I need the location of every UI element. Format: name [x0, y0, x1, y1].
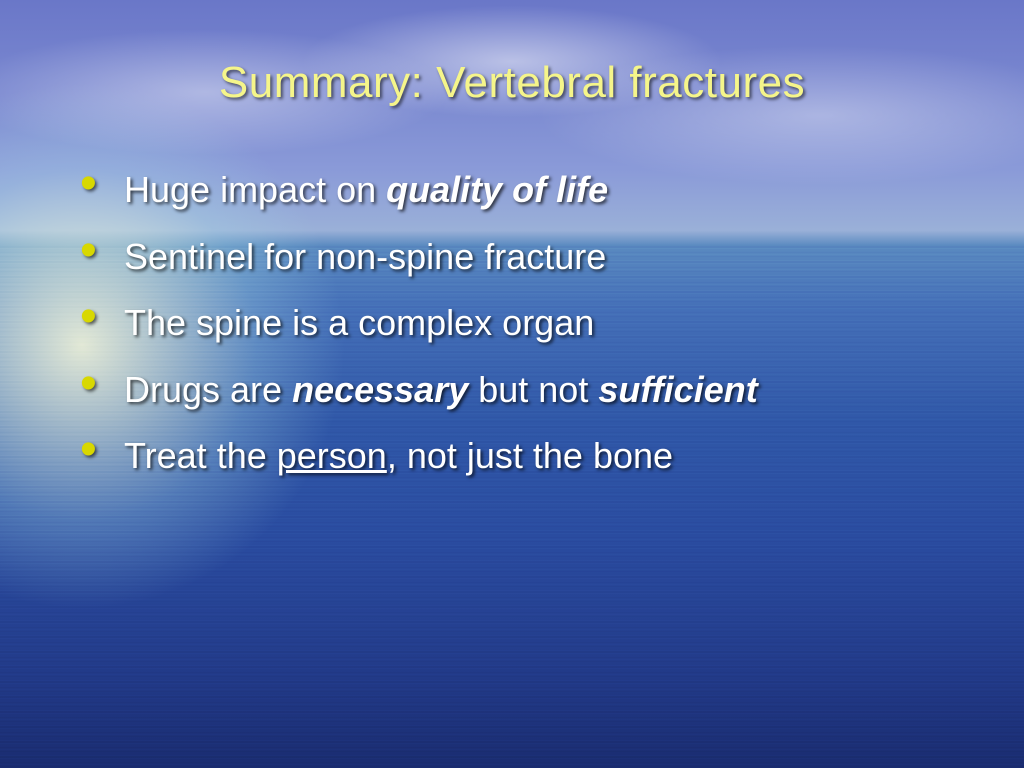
list-item: Huge impact on quality of life	[80, 166, 952, 215]
list-item: Treat the person, not just the bone	[80, 432, 952, 481]
list-item: Drugs are necessary but not sufficient	[80, 366, 952, 415]
slide-title: Summary: Vertebral fractures	[72, 58, 952, 108]
text-plain: Sentinel for non-spine fracture	[124, 236, 606, 277]
bullet-list: Huge impact on quality of life Sentinel …	[72, 166, 952, 481]
list-item: The spine is a complex organ	[80, 299, 952, 348]
text-plain: , not just the bone	[387, 435, 673, 476]
text-emphasis: necessary	[292, 369, 468, 410]
text-emphasis: sufficient	[598, 369, 757, 410]
text-plain: Huge impact on	[124, 169, 386, 210]
text-emphasis: quality of life	[386, 169, 608, 210]
slide-content: Summary: Vertebral fractures Huge impact…	[0, 0, 1024, 768]
text-plain: The spine is a complex organ	[124, 302, 594, 343]
text-plain: Treat the	[124, 435, 277, 476]
text-underline: person	[277, 435, 387, 476]
text-plain: but not	[468, 369, 598, 410]
text-plain: Drugs are	[124, 369, 292, 410]
list-item: Sentinel for non-spine fracture	[80, 233, 952, 282]
